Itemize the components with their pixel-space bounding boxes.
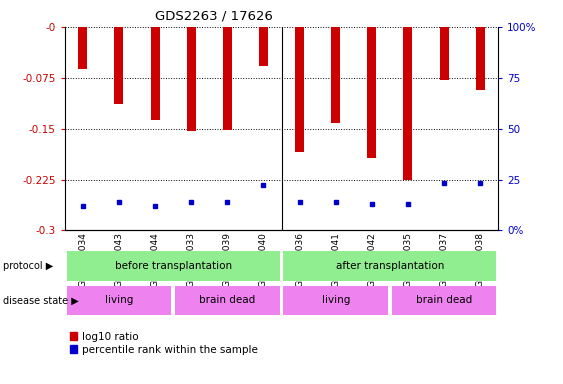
Text: after transplantation: after transplantation <box>336 261 444 271</box>
Bar <box>476 27 485 90</box>
FancyBboxPatch shape <box>175 286 280 315</box>
Text: protocol ▶: protocol ▶ <box>3 261 53 271</box>
Bar <box>187 27 196 131</box>
Text: living: living <box>105 295 133 306</box>
Bar <box>223 27 232 130</box>
Bar <box>404 27 413 180</box>
Bar <box>331 27 340 123</box>
Bar <box>440 27 449 81</box>
Bar <box>114 27 123 104</box>
Bar <box>295 27 304 152</box>
Bar <box>78 27 87 69</box>
Bar <box>150 27 159 121</box>
Text: brain dead: brain dead <box>199 295 256 306</box>
Bar <box>367 27 376 158</box>
Text: disease state ▶: disease state ▶ <box>3 295 79 306</box>
Text: before transplantation: before transplantation <box>114 261 232 271</box>
Bar <box>259 27 268 66</box>
Text: living: living <box>321 295 350 306</box>
FancyBboxPatch shape <box>66 251 280 281</box>
FancyBboxPatch shape <box>283 286 388 315</box>
Text: GDS2263 / 17626: GDS2263 / 17626 <box>155 10 273 23</box>
Legend: log10 ratio, percentile rank within the sample: log10 ratio, percentile rank within the … <box>70 332 258 355</box>
Text: brain dead: brain dead <box>416 295 472 306</box>
FancyBboxPatch shape <box>283 251 497 281</box>
FancyBboxPatch shape <box>392 286 497 315</box>
FancyBboxPatch shape <box>66 286 171 315</box>
